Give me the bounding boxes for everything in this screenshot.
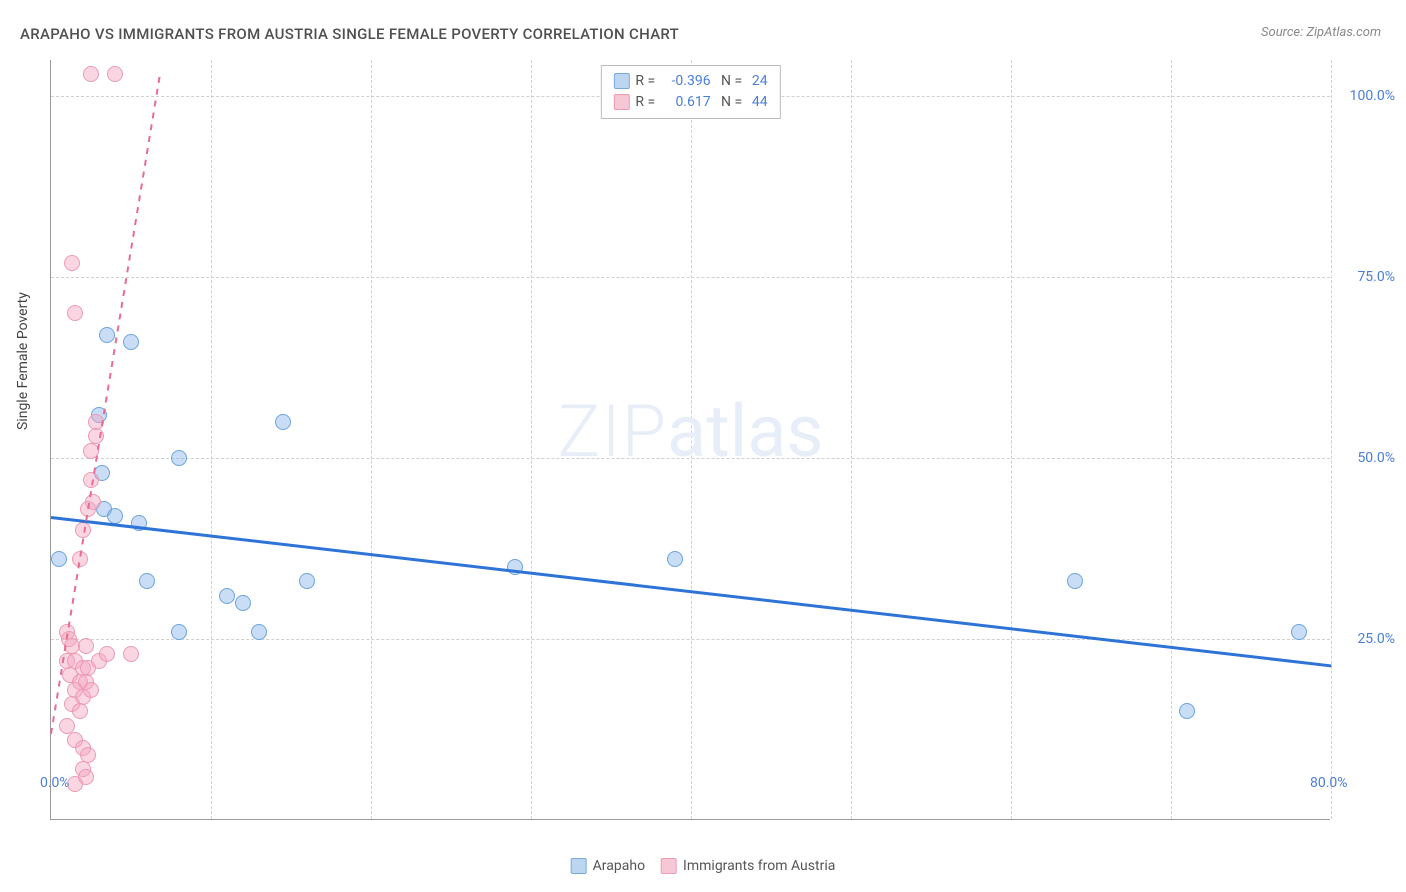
scatter-point — [667, 551, 683, 567]
legend-swatch — [571, 858, 587, 874]
legend-stat-row: R = -0.396 N = 24 — [613, 71, 767, 92]
legend-r-label: R = — [635, 94, 658, 110]
legend-stat-row: R = 0.617 N = 44 — [613, 92, 767, 113]
legend-r-value: -0.396 — [659, 71, 711, 92]
source-label: Source: — [1261, 25, 1306, 40]
gridline-vertical — [1011, 60, 1012, 819]
y-axis-label: Single Female Poverty — [15, 292, 31, 430]
legend-r-value: 0.617 — [659, 92, 711, 113]
gridline-vertical — [1331, 60, 1332, 819]
legend-label: Immigrants from Austria — [683, 858, 835, 874]
y-tick-label: 50.0% — [1340, 450, 1395, 466]
legend-r-label: R = — [635, 73, 658, 89]
source-value: ZipAtlas.com — [1306, 25, 1381, 40]
scatter-point — [123, 646, 139, 662]
x-tick-label: 0.0% — [40, 775, 70, 791]
gridline-vertical — [691, 60, 692, 819]
legend-swatch — [661, 858, 677, 874]
legend-item: Immigrants from Austria — [661, 858, 835, 874]
scatter-point — [139, 573, 155, 589]
scatter-point — [235, 595, 251, 611]
source-attribution: Source: ZipAtlas.com — [1261, 25, 1381, 40]
scatter-point — [99, 646, 115, 662]
scatter-point — [67, 305, 83, 321]
scatter-point — [107, 66, 123, 82]
page-title: ARAPAHO VS IMMIGRANTS FROM AUSTRIA SINGL… — [20, 25, 679, 43]
scatter-point — [251, 624, 267, 640]
scatter-point — [1291, 624, 1307, 640]
scatter-point — [64, 255, 80, 271]
legend-n-label: N = — [711, 73, 746, 89]
chart-plot-area: ZIPatlas R = -0.396 N = 24R = 0.617 N = … — [50, 60, 1330, 820]
scatter-point — [51, 551, 67, 567]
legend-item: Arapaho — [571, 858, 645, 874]
scatter-point — [72, 703, 88, 719]
scatter-point — [83, 682, 99, 698]
legend-n-value: 24 — [746, 71, 768, 92]
legend-swatch — [613, 73, 629, 89]
legend-n-value: 44 — [746, 92, 768, 113]
gridline-vertical — [531, 60, 532, 819]
scatter-point — [219, 588, 235, 604]
scatter-point — [107, 508, 123, 524]
y-tick-label: 75.0% — [1340, 269, 1395, 285]
scatter-point — [78, 638, 94, 654]
scatter-point — [67, 776, 83, 792]
y-tick-label: 25.0% — [1340, 631, 1395, 647]
legend-bottom: Arapaho Immigrants from Austria — [563, 858, 844, 874]
scatter-point — [99, 327, 115, 343]
x-tick-label: 80.0% — [1310, 775, 1348, 791]
gridline-vertical — [1171, 60, 1172, 819]
scatter-point — [123, 334, 139, 350]
gridline-vertical — [851, 60, 852, 819]
legend-n-label: N = — [711, 94, 746, 110]
scatter-point — [1067, 573, 1083, 589]
scatter-point — [171, 450, 187, 466]
scatter-point — [275, 414, 291, 430]
scatter-point — [1179, 703, 1195, 719]
legend-stats-box: R = -0.396 N = 24R = 0.617 N = 44 — [600, 65, 780, 119]
scatter-point — [83, 66, 99, 82]
scatter-point — [171, 624, 187, 640]
gridline-vertical — [211, 60, 212, 819]
legend-swatch — [613, 94, 629, 110]
gridline-vertical — [371, 60, 372, 819]
watermark-zip: ZIP — [557, 389, 667, 474]
scatter-point — [299, 573, 315, 589]
trend-line — [50, 75, 161, 734]
scatter-point — [59, 718, 75, 734]
legend-label: Arapaho — [593, 858, 645, 874]
y-tick-label: 100.0% — [1340, 88, 1395, 104]
